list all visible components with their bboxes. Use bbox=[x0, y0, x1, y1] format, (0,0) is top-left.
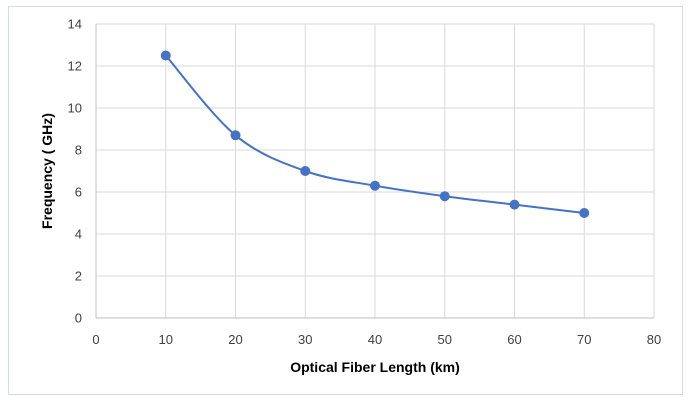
data-point-marker bbox=[439, 191, 450, 202]
y-tick-label: 2 bbox=[75, 269, 82, 284]
y-tick-label: 14 bbox=[68, 17, 82, 32]
series bbox=[160, 50, 590, 218]
y-tick-label: 12 bbox=[68, 59, 82, 74]
y-axis-title: Frequency ( GHz) bbox=[39, 113, 55, 229]
chart-frame bbox=[8, 6, 683, 395]
y-tick-label: 4 bbox=[75, 227, 82, 242]
x-tick-label: 0 bbox=[92, 332, 99, 347]
x-tick-label: 20 bbox=[228, 332, 242, 347]
x-tick-label: 10 bbox=[159, 332, 173, 347]
y-tick-label: 8 bbox=[75, 143, 82, 158]
x-tick-label: 80 bbox=[647, 332, 661, 347]
y-tick-label: 6 bbox=[75, 185, 82, 200]
x-tick-label: 40 bbox=[368, 332, 382, 347]
axes bbox=[95, 24, 654, 319]
data-point-marker bbox=[370, 180, 380, 191]
x-tick-label: 50 bbox=[438, 332, 452, 347]
x-tick-label: 70 bbox=[577, 332, 591, 347]
data-point-marker bbox=[579, 208, 590, 218]
x-axis-title: Optical Fiber Length (km) bbox=[290, 359, 460, 375]
y-tick-label: 0 bbox=[75, 311, 82, 326]
data-point-marker bbox=[160, 50, 171, 61]
data-point-marker bbox=[509, 199, 520, 210]
y-tick-label: 10 bbox=[68, 101, 82, 116]
tick-labels: 0 2 4 6 8 10 12 14 0 10 20 30 40 50 60 70 80 bbox=[68, 17, 662, 348]
x-tick-label: 60 bbox=[507, 332, 521, 347]
data-point-marker bbox=[300, 166, 311, 176]
data-point-marker bbox=[230, 130, 241, 141]
x-tick-label: 30 bbox=[298, 332, 312, 347]
grid bbox=[96, 23, 655, 318]
